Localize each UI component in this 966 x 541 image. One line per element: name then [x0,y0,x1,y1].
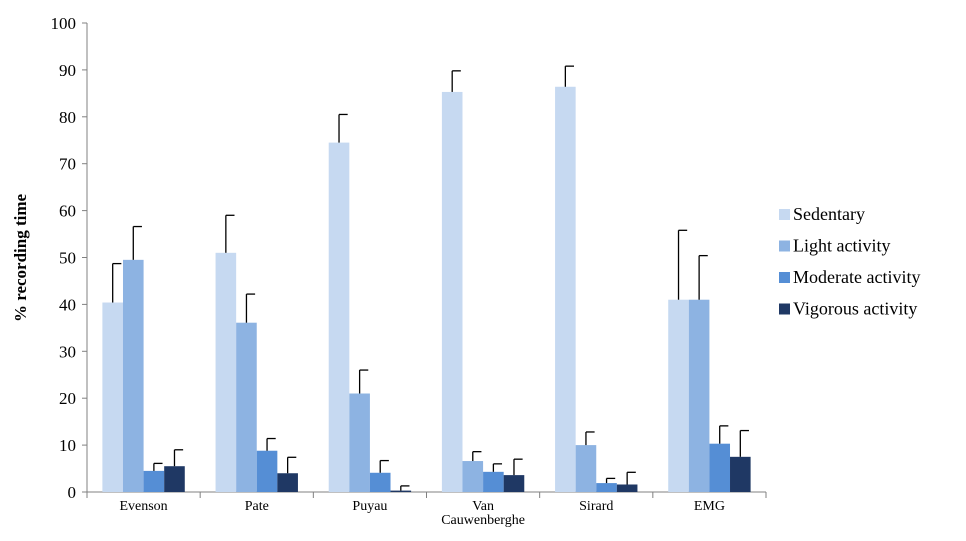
x-category-label: EMG [694,499,725,514]
bar [555,86,576,492]
bar [503,475,525,492]
y-tick-label: 0 [68,483,77,502]
y-tick-label: 20 [59,389,76,408]
x-category-label: Sirard [579,499,613,514]
bar [596,483,617,492]
y-tick-label: 80 [59,108,76,127]
bar [709,443,731,492]
legend-swatch [779,240,790,252]
x-category-label: Van [472,499,494,514]
y-tick-label: 60 [59,202,76,221]
y-tick-label: 100 [51,14,77,33]
y-axis: 0 10 20 30 40 50 60 70 80 90 100 [51,14,88,502]
bar [236,322,257,492]
y-tick-label: 10 [59,436,76,455]
legend-label: Moderate activity [793,267,920,287]
y-tick-label: 70 [59,155,76,174]
legend-swatch [779,303,790,315]
legend-label: Sedentary [793,204,865,224]
bar [390,490,412,492]
bar [730,456,751,492]
bar [256,450,278,492]
bar [616,484,638,492]
x-category-label: Cauwenberghe [441,513,525,528]
bar [688,299,710,492]
x-category-label: Puyau [352,499,387,514]
y-tick-label: 90 [59,61,76,80]
bar [328,142,350,492]
bars-group [102,65,751,493]
bar [215,252,237,492]
bar [122,259,144,492]
bar [277,473,298,492]
bar [441,91,463,493]
y-tick-label: 30 [59,342,76,361]
x-category-label: Evenson [119,499,167,514]
y-axis-label: % recording time [11,194,30,323]
legend-label: Light activity [793,236,890,256]
bar [575,445,597,492]
legend: Sedentary Light activity Moderate activity… [779,204,920,319]
y-axis-label-group: % recording time [11,194,30,323]
bar [483,471,504,492]
legend-swatch [779,209,790,220]
x-category-label: Pate [245,499,269,514]
y-tick-label: 50 [59,249,76,268]
y-tick-label: 40 [59,295,76,314]
bar [462,461,484,492]
legend-swatch [779,272,790,283]
bar [369,472,391,492]
bar [102,302,123,492]
bar [164,466,185,492]
bar [143,470,165,492]
bar [349,393,370,492]
bar [668,299,689,492]
legend-label: Vigorous activity [793,299,917,319]
